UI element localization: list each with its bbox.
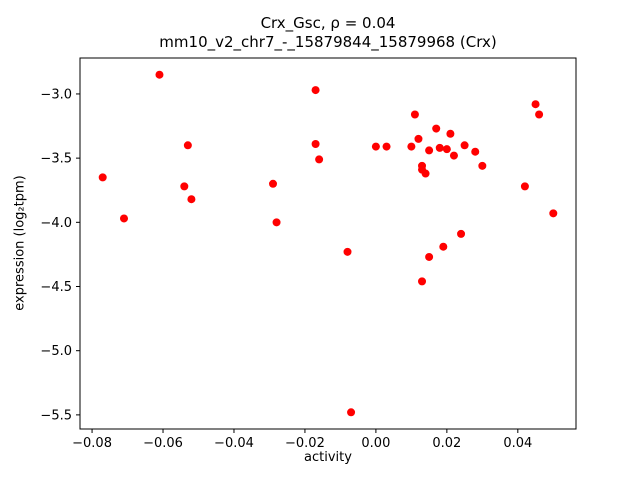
y-tick-label: −5.0	[40, 344, 72, 359]
chart-title-line2: mm10_v2_chr7_-_15879844_15879968 (Crx)	[159, 33, 497, 51]
y-tick-label: −3.0	[40, 87, 72, 102]
data-point	[421, 169, 430, 178]
data-point	[98, 173, 107, 182]
y-tick-label: −5.5	[40, 408, 72, 423]
y-tick-label: −4.5	[40, 280, 72, 295]
axes-frame	[79, 57, 577, 430]
chart-title-line1: Crx_Gsc, ρ = 0.04	[260, 14, 396, 32]
data-point	[315, 155, 324, 164]
data-point	[432, 124, 441, 133]
data-point	[418, 277, 427, 286]
x-tick-label: −0.02	[285, 436, 325, 451]
data-point	[446, 129, 455, 138]
x-axis-label: activity	[304, 450, 352, 465]
data-point	[439, 242, 448, 251]
data-point	[119, 214, 128, 223]
data-point	[347, 408, 356, 417]
data-point	[457, 229, 466, 238]
data-point	[187, 195, 196, 204]
x-tick-label: 0.04	[503, 436, 532, 451]
data-point	[414, 134, 423, 143]
data-point	[549, 209, 558, 218]
x-tick-label: 0.02	[432, 436, 461, 451]
data-point	[478, 161, 487, 170]
x-tick-label: −0.08	[72, 436, 112, 451]
data-point	[531, 100, 540, 109]
data-point	[471, 147, 480, 156]
data-point	[520, 182, 529, 191]
data-point	[155, 70, 164, 79]
data-point	[382, 142, 391, 151]
data-point	[180, 182, 189, 191]
data-point	[343, 247, 352, 256]
data-point	[449, 151, 458, 160]
y-tick-label: −3.5	[40, 152, 72, 167]
data-point	[407, 142, 416, 151]
data-point	[269, 179, 278, 188]
data-point	[425, 146, 434, 155]
data-point	[435, 143, 444, 152]
x-tick-label: −0.04	[214, 436, 254, 451]
data-point	[442, 145, 451, 154]
data-point	[535, 110, 544, 119]
data-point	[410, 110, 419, 119]
y-tick-label: −4.0	[40, 216, 72, 231]
data-point	[311, 140, 320, 149]
data-point	[460, 141, 469, 150]
data-point	[425, 252, 434, 261]
data-point	[272, 218, 281, 227]
data-point	[183, 141, 192, 150]
x-tick-label: −0.06	[143, 436, 183, 451]
x-tick-label: 0.00	[361, 436, 390, 451]
data-point	[311, 86, 320, 95]
data-point	[371, 142, 380, 151]
